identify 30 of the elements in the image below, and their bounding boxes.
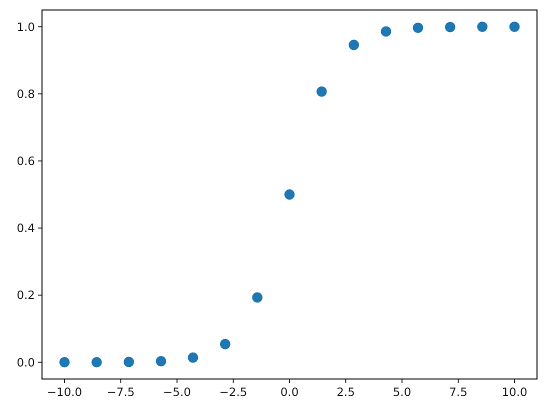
point: [284, 189, 295, 200]
y-tick-label: 0.6: [16, 154, 35, 168]
x-tick-label: −7.5: [106, 385, 135, 399]
point: [124, 356, 134, 368]
y-tick-label: 0.8: [16, 86, 35, 101]
y-tick-label: 0.2: [16, 288, 35, 302]
x-tick-label: 0.0: [280, 385, 299, 399]
point: [348, 40, 360, 50]
y-tick-label: 1.0: [16, 20, 35, 34]
x-tick-label: 5.0: [392, 385, 412, 399]
x-tick-label: −2.5: [219, 385, 248, 399]
point: [156, 356, 166, 366]
point: [59, 357, 70, 368]
x-tick-label: −5.0: [163, 385, 191, 399]
point: [509, 22, 520, 32]
y-tick-label: 0.0: [16, 355, 35, 370]
point: [220, 338, 230, 350]
x-tick-label: 7.5: [449, 385, 468, 399]
y-tick-label: 0.4: [16, 221, 35, 236]
point: [252, 292, 263, 303]
x-tick-label: −10.0: [46, 385, 82, 399]
point: [316, 86, 327, 97]
point: [412, 22, 424, 33]
point: [380, 26, 392, 37]
point: [91, 357, 102, 368]
point: [188, 352, 198, 363]
point: [477, 22, 488, 32]
point: [444, 22, 456, 32]
x-tick-label: 2.5: [336, 385, 355, 399]
x-tick-label: 10.0: [502, 385, 528, 399]
